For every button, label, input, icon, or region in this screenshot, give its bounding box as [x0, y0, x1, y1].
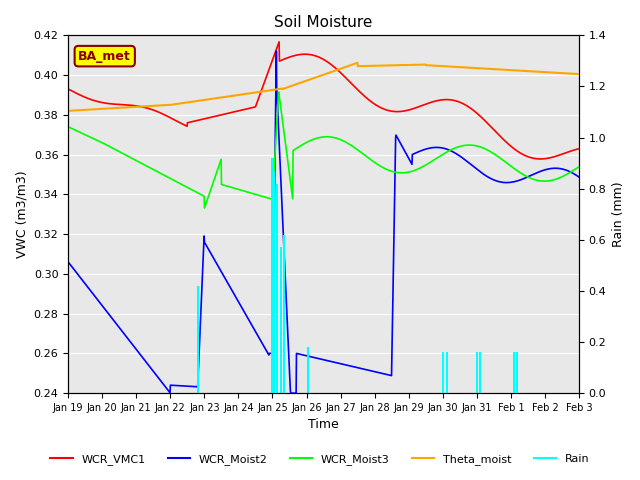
Text: BA_met: BA_met: [78, 49, 131, 63]
Legend: WCR_VMC1, WCR_Moist2, WCR_Moist3, Theta_moist, Rain: WCR_VMC1, WCR_Moist2, WCR_Moist3, Theta_…: [46, 450, 594, 469]
Y-axis label: VWC (m3/m3): VWC (m3/m3): [15, 170, 28, 258]
Bar: [284, 235, 285, 393]
Bar: [476, 352, 478, 393]
X-axis label: Time: Time: [308, 419, 339, 432]
Bar: [446, 352, 448, 393]
Bar: [513, 352, 515, 393]
Bar: [197, 286, 199, 393]
Bar: [271, 158, 273, 393]
Bar: [479, 352, 481, 393]
Title: Soil Moisture: Soil Moisture: [275, 15, 372, 30]
Bar: [442, 352, 444, 393]
Bar: [516, 352, 518, 393]
Bar: [273, 171, 275, 393]
Y-axis label: Rain (mm): Rain (mm): [612, 181, 625, 247]
Bar: [307, 347, 309, 393]
Bar: [280, 248, 282, 393]
Bar: [276, 183, 278, 393]
